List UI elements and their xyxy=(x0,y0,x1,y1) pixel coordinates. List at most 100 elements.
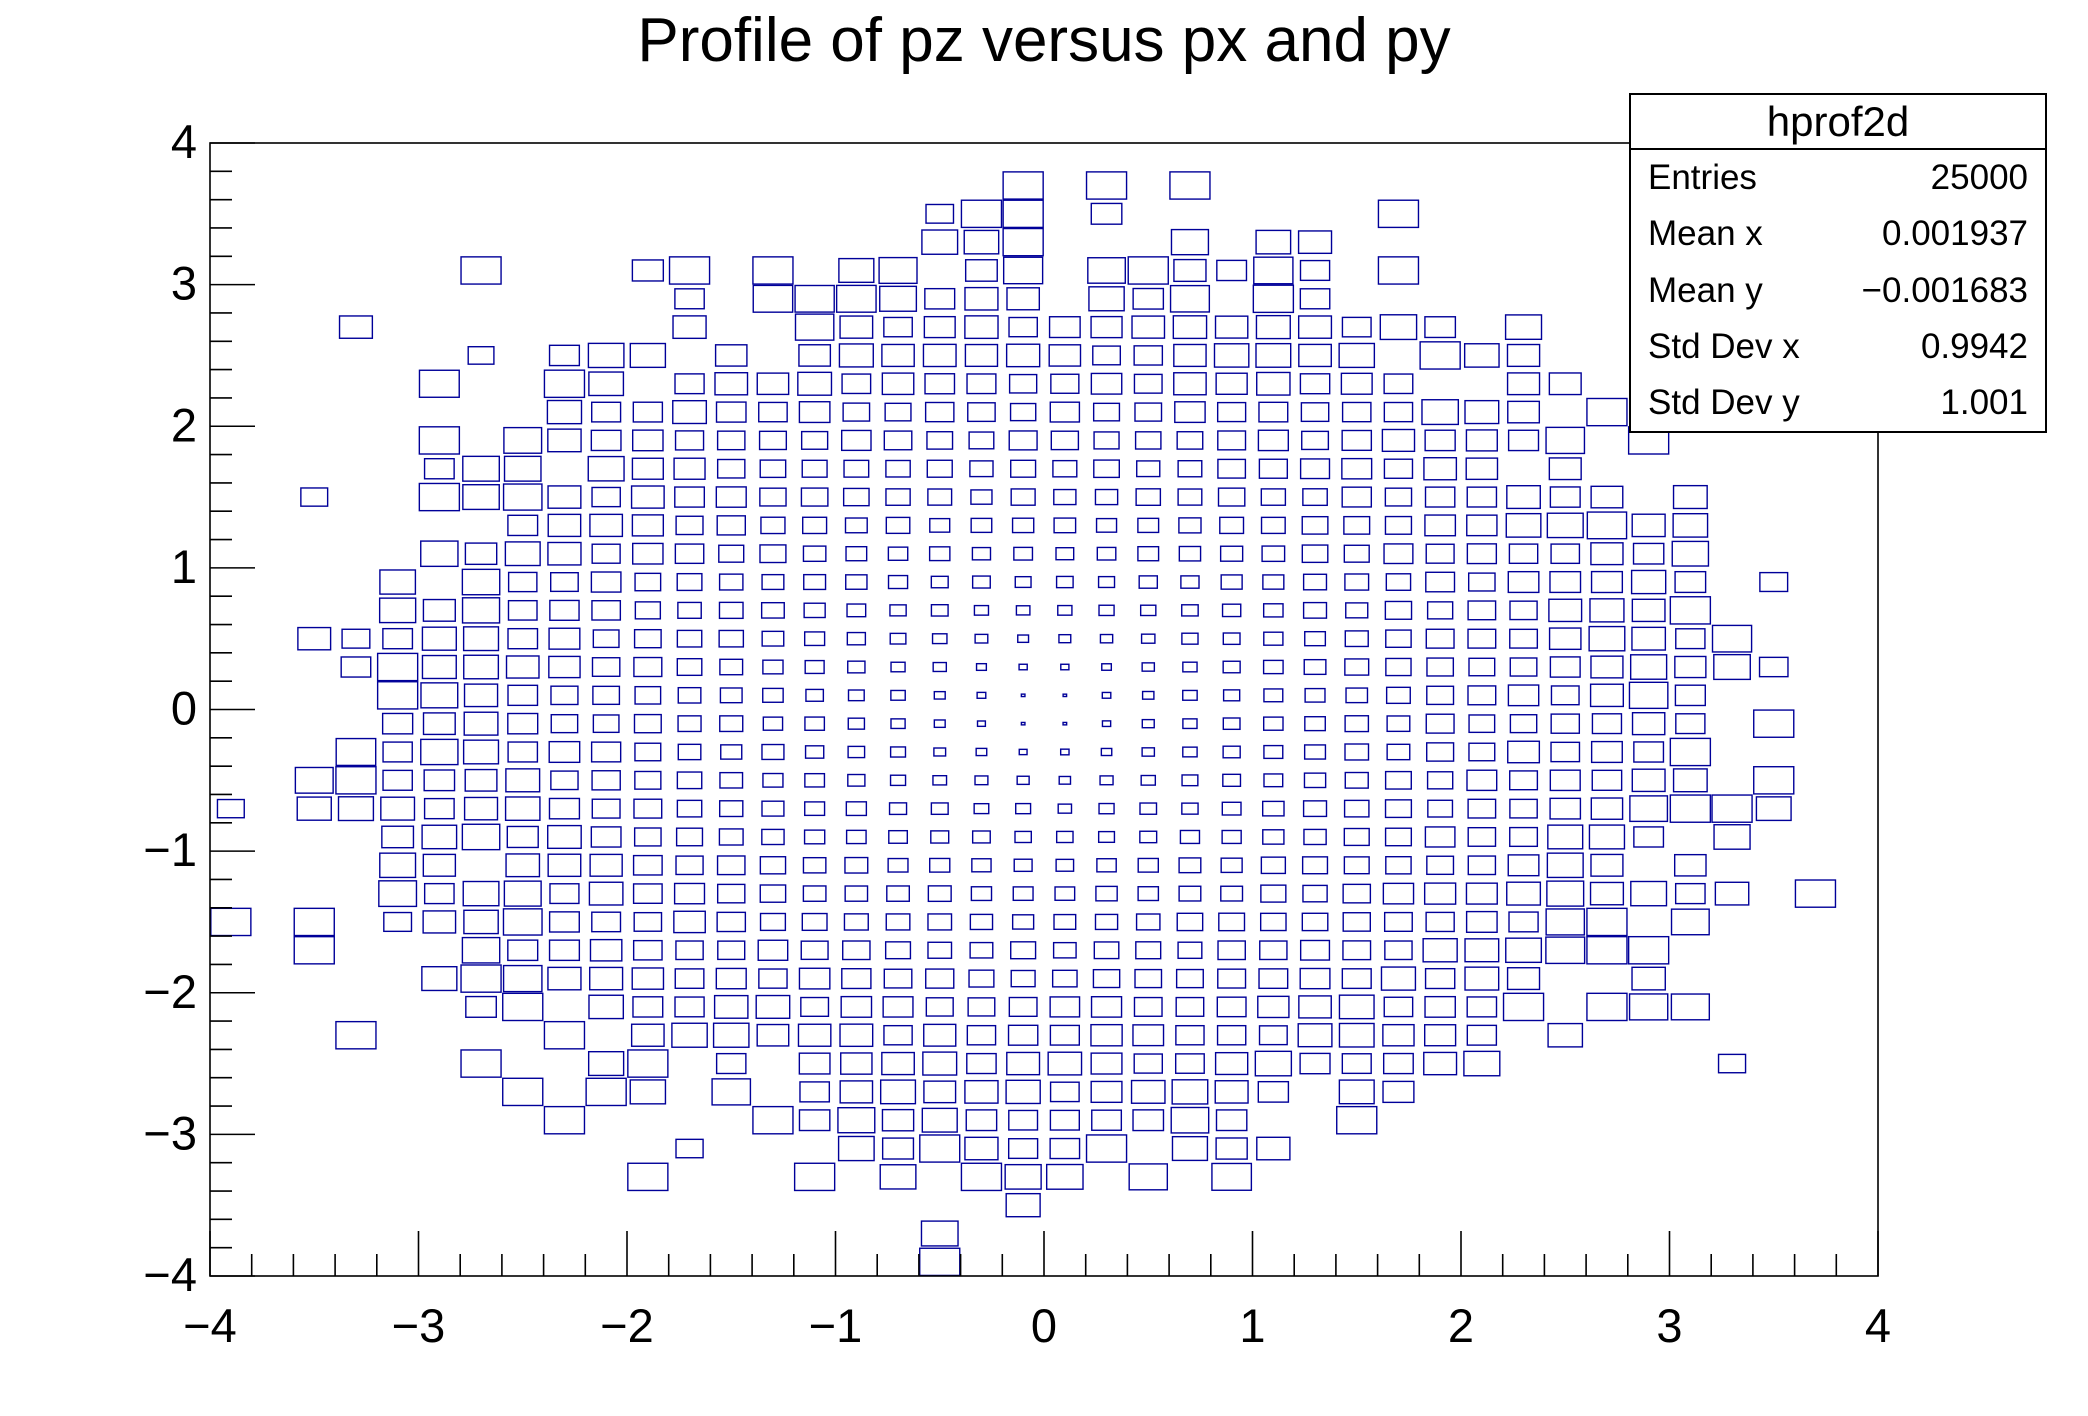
histogram-box xyxy=(1297,315,1333,339)
histogram-box xyxy=(967,402,996,423)
histogram-box xyxy=(547,853,582,878)
histogram-box xyxy=(841,373,872,395)
histogram-box xyxy=(1008,430,1038,451)
histogram-box xyxy=(1384,600,1413,620)
histogram-box xyxy=(461,568,501,596)
histogram-box xyxy=(462,880,500,907)
histogram-box xyxy=(759,487,787,507)
histogram-box xyxy=(1589,881,1625,906)
histogram-box xyxy=(714,372,749,396)
histogram-box xyxy=(588,371,625,397)
histogram-box xyxy=(1088,286,1125,312)
histogram-box xyxy=(1049,1109,1080,1131)
histogram-box xyxy=(420,682,459,709)
histogram-box xyxy=(712,1022,750,1048)
histogram-box xyxy=(1002,199,1044,229)
stat-value: 0.9942 xyxy=(1920,326,2028,366)
histogram-box xyxy=(1171,1079,1209,1105)
histogram-box xyxy=(507,514,539,537)
histogram-box xyxy=(592,629,620,649)
histogram-box xyxy=(1090,202,1123,225)
histogram-box xyxy=(973,802,990,815)
histogram-box xyxy=(549,883,580,905)
histogram-box xyxy=(507,627,539,650)
histogram-box xyxy=(1506,967,1541,991)
histogram-box xyxy=(879,285,918,312)
histogram-box xyxy=(921,1107,958,1133)
histogram-box xyxy=(1340,372,1373,395)
histogram-box xyxy=(1341,457,1373,480)
histogram-box xyxy=(548,740,581,764)
histogram-box xyxy=(843,913,869,931)
histogram-box xyxy=(1425,543,1455,564)
histogram-box xyxy=(1509,657,1538,677)
histogram-box xyxy=(1467,628,1497,649)
histogram-box xyxy=(801,459,828,478)
histogram-box xyxy=(1139,604,1157,617)
histogram-box xyxy=(1303,772,1327,789)
histogram-box xyxy=(1220,574,1243,590)
histogram-box xyxy=(924,401,955,423)
histogram-box xyxy=(1179,829,1201,845)
histogram-box xyxy=(1182,689,1198,701)
histogram-box xyxy=(1633,826,1665,848)
histogram-box xyxy=(421,654,457,680)
histogram-box xyxy=(1586,907,1628,937)
histogram-box xyxy=(1422,938,1458,963)
histogram-box xyxy=(1133,373,1163,394)
histogram-box xyxy=(1629,795,1669,823)
histogram-box xyxy=(1586,992,1628,1022)
histogram-box xyxy=(1259,940,1288,961)
histogram-box xyxy=(1755,796,1792,822)
histogram-box xyxy=(1385,686,1411,705)
histogram-box xyxy=(630,485,665,509)
histogram-box xyxy=(1131,315,1166,339)
histogram-box xyxy=(1090,996,1123,1018)
histogram-box xyxy=(1586,935,1628,965)
histogram-box xyxy=(631,457,664,480)
histogram-box xyxy=(1502,992,1545,1022)
histogram-box xyxy=(844,885,869,902)
histogram-box xyxy=(1058,775,1072,785)
histogram-box xyxy=(1182,718,1198,730)
histogram-box xyxy=(502,908,543,936)
histogram-box xyxy=(1006,287,1041,311)
histogram-box xyxy=(919,1134,961,1163)
y-axis-tick-label: 3 xyxy=(171,257,197,310)
histogram-box xyxy=(804,659,825,675)
histogram-box xyxy=(930,830,950,844)
histogram-box xyxy=(1342,883,1372,904)
histogram-box xyxy=(719,687,743,704)
histogram-box xyxy=(716,911,747,933)
histogram-box xyxy=(1467,798,1497,819)
histogram-box xyxy=(543,1020,586,1050)
histogram-box xyxy=(963,229,1000,255)
histogram-box xyxy=(1341,316,1372,338)
histogram-box xyxy=(1215,372,1248,395)
histogram-box xyxy=(1219,516,1245,535)
histogram-box xyxy=(879,1079,917,1105)
histogram-box xyxy=(1261,800,1285,817)
histogram-box xyxy=(758,430,788,451)
histogram-box xyxy=(590,429,622,452)
histogram-box xyxy=(971,830,991,844)
histogram-box xyxy=(592,714,620,734)
histogram-box xyxy=(1262,659,1284,675)
stat-value: −0.001683 xyxy=(1861,270,2028,310)
histogram-box xyxy=(1672,484,1708,510)
histogram-box xyxy=(1053,488,1077,506)
histogram-box xyxy=(964,343,999,368)
histogram-box xyxy=(422,853,457,877)
histogram-box xyxy=(801,912,828,932)
histogram-box xyxy=(924,287,956,310)
histogram-box xyxy=(1094,488,1119,506)
histogram-box xyxy=(1758,656,1789,678)
histogram-box xyxy=(1055,858,1075,872)
histogram-box xyxy=(1062,693,1068,698)
histogram-box xyxy=(294,766,334,794)
histogram-box xyxy=(1424,995,1456,1018)
histogram-box xyxy=(1341,401,1372,423)
histogram-box xyxy=(1628,681,1669,710)
histogram-box xyxy=(632,996,664,1018)
histogram-box xyxy=(798,401,831,424)
